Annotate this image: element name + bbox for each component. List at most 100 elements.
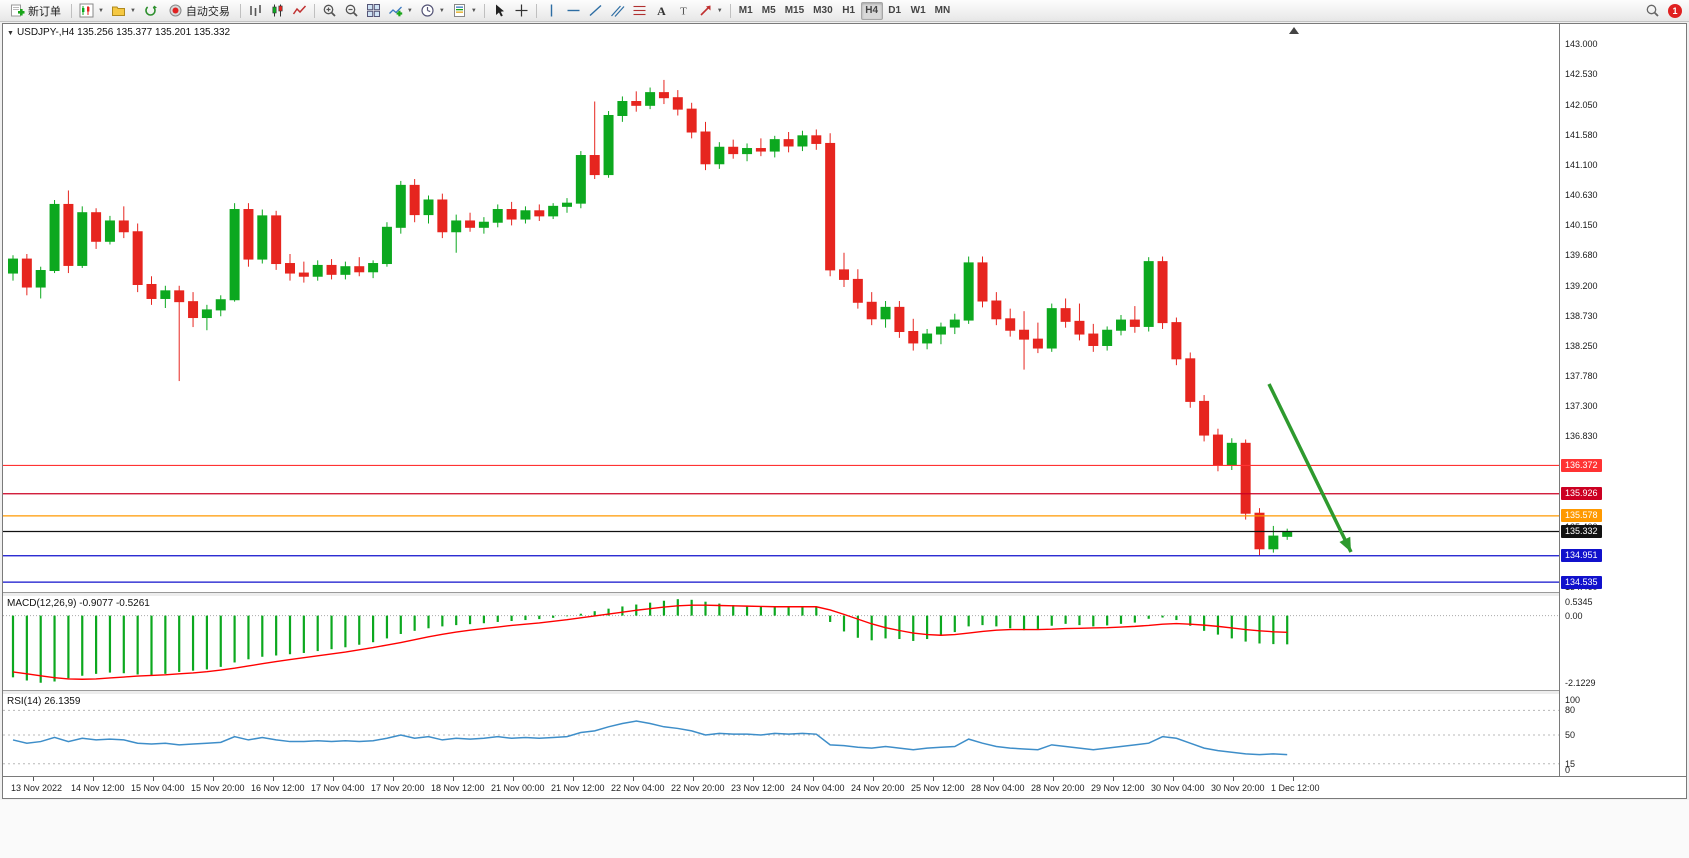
dropdown-caret: ▼ [129,7,136,14]
price-axis[interactable]: 143.000 142.530 142.050 141.580 141.100 140.6… [1559,24,1686,776]
ohlc-values: 135.256 135.377 135.201 135.332 [77,27,231,38]
panel-separator[interactable] [3,690,1686,694]
candle-body [285,263,295,274]
horizontal-line-button[interactable] [563,2,584,20]
crosshair-button[interactable] [511,2,532,20]
timeframe-button-M5[interactable]: M5 [761,5,776,16]
candlestick-plot[interactable] [3,24,1559,592]
profiles-button[interactable]: ▼ [108,2,139,20]
new-order-button[interactable]: 新订单 [4,2,67,20]
vertical-line-button[interactable] [541,2,562,20]
candle-body [1157,261,1168,324]
candle-body [340,266,351,275]
bar-chart-button[interactable] [245,2,266,20]
timeframe-button-MN[interactable]: MN [934,5,951,16]
panel-separator[interactable] [3,592,1686,596]
arrows-button[interactable]: ▼ [695,2,726,20]
time-axis-tick [993,777,994,781]
candle-body [935,326,946,335]
toolbar-separator [729,3,731,18]
price-axis-label: 139.200 [1565,280,1598,291]
notification-badge[interactable]: 1 [1668,3,1682,18]
timeframe-button-M15[interactable]: M15 [784,5,805,16]
trendline-button[interactable] [585,2,606,20]
level-price-badge: 134.951 [1561,549,1602,563]
time-axis-label: 16 Nov 12:00 [251,783,305,793]
zoom-out-button[interactable] [341,2,362,20]
candle-body [1143,261,1154,327]
time-axis-tick [753,777,754,781]
macd-axis-label: 0.5345 [1565,597,1593,607]
time-axis-tick [873,777,874,781]
time-axis-label: 17 Nov 04:00 [311,783,365,793]
candle-body [672,97,683,110]
time-axis-tick [813,777,814,781]
candle-body [1240,442,1251,514]
refresh-button[interactable] [140,2,161,20]
time-axis-label: 24 Nov 04:00 [791,783,845,793]
indicators-button[interactable]: ▼ [385,2,416,20]
candle-body [728,146,739,155]
timeframe-button-D1[interactable]: D1 [888,5,902,16]
candle-body [825,142,836,271]
symbol-ohlc-label: ▼ USDJPY-,H4 135.256 135.377 135.201 135.… [7,27,230,38]
candle-body [243,209,254,260]
candle-body [1019,329,1030,340]
toolbar-separator [239,3,241,18]
auto-trading-button[interactable]: 自动交易 [162,2,236,20]
text-button[interactable]: A [651,2,672,20]
time-axis[interactable]: 13 Nov 2022 14 Nov 12:00 15 Nov 04:00 15 No… [3,776,1686,798]
svg-text:A: A [657,4,666,18]
candle-body [492,209,503,223]
arrow-annotation-head [1339,536,1351,552]
arrow-annotation[interactable] [1267,383,1353,553]
text-label-button[interactable]: T [673,2,694,20]
zoom-in-button[interactable] [319,2,340,20]
time-axis-tick [1053,777,1054,781]
candle-body [201,309,212,319]
rsi-axis-label: 50 [1565,730,1576,740]
candle-body [603,114,614,176]
timeframe-button-M30[interactable]: M30 [813,5,833,16]
timeframe-button-M1[interactable]: M1 [738,5,753,16]
toolbar: 新订单 ▼ ▼ 自动交易 [0,0,1689,22]
macd-plot[interactable] [3,596,1559,690]
new-chart-button[interactable]: ▼ [76,2,107,20]
candle-body [174,290,185,303]
fibonacci-button[interactable] [629,2,650,20]
chart-expand-arrow[interactable]: ▼ [7,30,14,37]
toolbar-right: 1 [1645,3,1685,18]
level-price-badge: 134.535 [1561,575,1602,589]
zoom-in-icon [323,4,336,17]
line-chart-button[interactable] [289,2,310,20]
time-axis-label: 14 Nov 12:00 [71,783,125,793]
price-axis-label: 140.150 [1565,220,1598,231]
candle-body [35,270,46,288]
time-axis-label: 21 Nov 00:00 [491,783,545,793]
candle-body [645,92,656,106]
candle-body [1046,308,1057,349]
timeframe-button-W1[interactable]: W1 [910,5,926,16]
candle-body [298,272,309,277]
auto-trading-label: 自动交易 [185,5,230,18]
tile-windows-button[interactable] [363,2,384,20]
candle-body [1060,308,1071,322]
candle-body [631,101,642,106]
timeframe-button-H1[interactable]: H1 [842,5,856,16]
cursor-button[interactable] [489,2,510,20]
timeframe-button-H4[interactable]: H4 [860,1,883,20]
candlestick-chart-button[interactable] [267,2,288,20]
candle-body [991,300,1002,320]
periods-button[interactable]: ▼ [417,2,448,20]
time-axis-tick [933,777,934,781]
candle-body [880,306,891,320]
new-order-label: 新订单 [28,5,61,18]
profiles-icon [111,6,125,16]
chart-shift-marker[interactable] [1289,27,1299,34]
rsi-plot[interactable] [3,694,1559,776]
channel-button[interactable] [607,2,628,20]
toolbar-separator [313,3,315,18]
candle-body [437,199,448,233]
templates-button[interactable]: ▼ [449,2,480,20]
search-icon[interactable] [1645,3,1660,18]
